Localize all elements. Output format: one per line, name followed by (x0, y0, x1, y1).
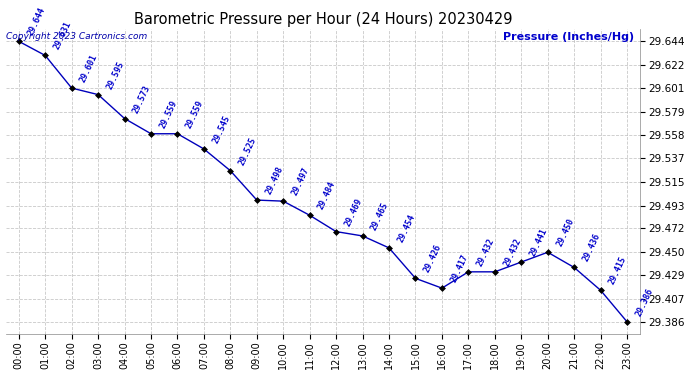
Text: 29.436: 29.436 (581, 232, 602, 263)
Text: 29.415: 29.415 (608, 255, 629, 286)
Text: 29.601: 29.601 (79, 53, 99, 84)
Text: 29.498: 29.498 (264, 165, 284, 196)
Text: 29.432: 29.432 (502, 237, 522, 268)
Text: 29.432: 29.432 (475, 237, 496, 268)
Text: 29.426: 29.426 (422, 243, 443, 274)
Text: Pressure (Inches/Hg): Pressure (Inches/Hg) (503, 32, 634, 42)
Text: 29.417: 29.417 (449, 253, 470, 284)
Text: 29.386: 29.386 (634, 286, 655, 318)
Text: 29.644: 29.644 (26, 6, 46, 37)
Text: 29.559: 29.559 (158, 99, 179, 130)
Text: 29.631: 29.631 (52, 20, 73, 51)
Text: 29.484: 29.484 (317, 180, 337, 211)
Text: 29.441: 29.441 (529, 227, 549, 258)
Text: 29.469: 29.469 (343, 196, 364, 227)
Text: 29.465: 29.465 (370, 201, 391, 232)
Text: 29.450: 29.450 (555, 217, 575, 248)
Text: 29.573: 29.573 (132, 83, 152, 114)
Text: 29.559: 29.559 (184, 99, 205, 130)
Title: Barometric Pressure per Hour (24 Hours) 20230429: Barometric Pressure per Hour (24 Hours) … (134, 12, 512, 27)
Text: Copyright 2023 Cartronics.com: Copyright 2023 Cartronics.com (6, 32, 148, 41)
Text: 29.525: 29.525 (237, 135, 258, 166)
Text: 29.595: 29.595 (105, 60, 126, 90)
Text: 29.454: 29.454 (396, 213, 417, 244)
Text: 29.545: 29.545 (211, 114, 232, 145)
Text: 29.497: 29.497 (290, 166, 311, 197)
